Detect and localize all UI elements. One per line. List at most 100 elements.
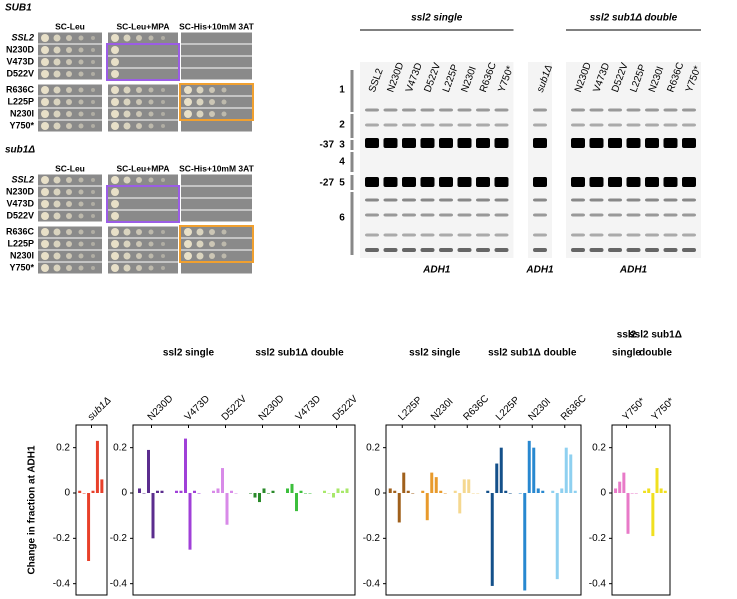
gel-band bbox=[571, 108, 585, 112]
spot-row bbox=[181, 226, 252, 238]
spot-row bbox=[108, 108, 178, 120]
spot bbox=[161, 112, 165, 116]
group-header: ssl2 single bbox=[409, 348, 461, 359]
spot bbox=[53, 122, 61, 130]
bar bbox=[262, 488, 266, 493]
highlight-box bbox=[179, 225, 254, 263]
spot bbox=[209, 229, 215, 235]
gel-lane-bg bbox=[528, 62, 552, 258]
spot bbox=[111, 110, 119, 118]
gel-band bbox=[439, 198, 453, 202]
spot bbox=[111, 122, 119, 130]
panel-title: sub1Δ bbox=[5, 145, 35, 156]
spot bbox=[123, 264, 131, 272]
gel-band bbox=[608, 213, 622, 217]
gel-band bbox=[494, 248, 509, 252]
gel-band bbox=[457, 233, 472, 237]
gel-band bbox=[533, 177, 547, 187]
spot bbox=[53, 110, 61, 118]
spot-row bbox=[181, 198, 252, 210]
bar bbox=[434, 477, 438, 493]
bar bbox=[569, 454, 573, 493]
gel-band bbox=[608, 138, 622, 148]
gel-band bbox=[663, 138, 678, 148]
spot-row bbox=[108, 174, 178, 186]
spot bbox=[66, 241, 72, 247]
spot bbox=[41, 252, 49, 260]
gel-group-title: ssl2 sub1Δ double bbox=[590, 13, 678, 24]
spot bbox=[123, 98, 131, 106]
spot bbox=[66, 201, 72, 207]
spot bbox=[91, 72, 95, 76]
gel-band bbox=[533, 123, 547, 127]
spot-row bbox=[181, 68, 252, 80]
gel-band bbox=[645, 198, 659, 202]
strain-label: Y750* bbox=[9, 262, 34, 272]
bar bbox=[156, 490, 159, 493]
spot bbox=[111, 70, 119, 78]
spot bbox=[161, 266, 165, 270]
gel-band bbox=[533, 233, 547, 237]
condition-label: SC-Leu bbox=[55, 21, 85, 31]
group-header: ssl2 sub1Δ bbox=[629, 330, 682, 341]
spot bbox=[53, 34, 61, 42]
bar bbox=[197, 493, 201, 494]
bar bbox=[327, 493, 331, 494]
y-tick-label: -0.4 bbox=[589, 578, 607, 589]
gel-band bbox=[383, 198, 398, 202]
gel-band bbox=[626, 213, 641, 217]
bar bbox=[286, 488, 289, 493]
spot bbox=[53, 176, 61, 184]
y-tick-label: 0.2 bbox=[113, 442, 127, 453]
gel-lane-bg bbox=[566, 62, 701, 258]
spot-row bbox=[181, 186, 252, 198]
spot bbox=[111, 34, 119, 42]
gel-band bbox=[589, 213, 604, 217]
spot-row bbox=[108, 238, 178, 250]
gel-band bbox=[494, 108, 509, 112]
gel-footer: ADH1 bbox=[422, 265, 451, 276]
y-tick-label: 0 bbox=[64, 488, 70, 499]
spot bbox=[91, 112, 95, 116]
gel-band bbox=[402, 177, 416, 187]
gel-band bbox=[457, 198, 472, 202]
spot bbox=[196, 86, 204, 94]
y-tick-label: 0.2 bbox=[56, 442, 70, 453]
gel-band bbox=[533, 108, 547, 112]
spot bbox=[123, 176, 131, 184]
bar bbox=[532, 447, 536, 493]
spot bbox=[196, 110, 204, 118]
bar bbox=[341, 490, 344, 493]
gel-band bbox=[439, 108, 453, 112]
gel-band bbox=[494, 198, 509, 202]
condition-label: SC-Leu+MPA bbox=[117, 21, 170, 31]
bar bbox=[78, 490, 82, 493]
gel-band bbox=[682, 108, 696, 112]
spot bbox=[66, 189, 72, 195]
strain-label: V473D bbox=[6, 56, 34, 66]
series-label: N230I bbox=[429, 396, 456, 423]
spot bbox=[209, 87, 215, 93]
y-tick-label: 0.2 bbox=[592, 442, 606, 453]
spot bbox=[66, 99, 72, 105]
gel-band bbox=[663, 198, 678, 202]
bar bbox=[467, 479, 471, 493]
spot-row bbox=[108, 44, 178, 56]
series-label: D522V bbox=[220, 393, 250, 423]
spot bbox=[111, 188, 119, 196]
gel-band bbox=[682, 177, 696, 187]
spot bbox=[91, 214, 95, 218]
spot bbox=[221, 241, 227, 247]
spot bbox=[161, 178, 165, 182]
y-tick-label: -0.2 bbox=[110, 533, 128, 544]
gel-band bbox=[571, 248, 585, 252]
strain-label: SSL2 bbox=[11, 174, 34, 184]
bar bbox=[618, 481, 622, 493]
bar bbox=[634, 493, 638, 494]
gel-band bbox=[626, 177, 641, 187]
strain-label: V473D bbox=[6, 198, 34, 208]
bar bbox=[304, 493, 307, 494]
bar bbox=[471, 493, 475, 494]
gel-footer: ADH1 bbox=[525, 265, 554, 276]
plot-frame bbox=[75, 424, 108, 596]
